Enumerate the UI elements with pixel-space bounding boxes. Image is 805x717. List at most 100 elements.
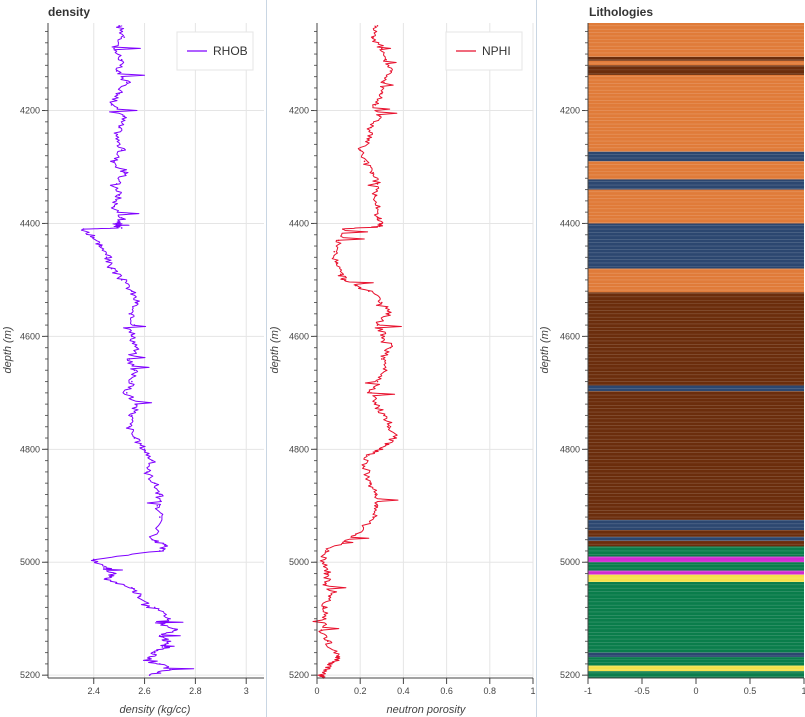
y-tick-label: 4800 bbox=[289, 444, 309, 454]
y-tick-label: 4400 bbox=[560, 218, 580, 228]
data-point-rhob bbox=[133, 437, 136, 439]
data-point-nphi bbox=[387, 312, 390, 315]
data-point-rhob bbox=[113, 47, 115, 50]
data-point-nphi bbox=[376, 504, 379, 507]
data-point-rhob bbox=[138, 595, 141, 597]
legend-label: RHOB bbox=[213, 44, 248, 58]
data-point-rhob bbox=[105, 578, 108, 580]
data-point-rhob bbox=[118, 126, 120, 129]
lithology-band-green bbox=[588, 657, 804, 666]
lithology-band-green bbox=[588, 582, 804, 653]
data-point-nphi bbox=[355, 284, 357, 287]
data-point-nphi bbox=[337, 239, 340, 242]
data-point-rhob bbox=[113, 160, 115, 163]
data-point-rhob bbox=[148, 674, 151, 676]
neutron-panel: neutron porosity depth (m) 4200 4400 4600 4… bbox=[269, 23, 536, 716]
data-point-nphi bbox=[383, 414, 385, 417]
neutron-xlabel: neutron porosity bbox=[387, 704, 467, 716]
data-point-rhob bbox=[118, 225, 120, 228]
x-tick-label: -0.5 bbox=[634, 686, 650, 696]
data-point-nphi bbox=[342, 541, 344, 544]
data-point-rhob bbox=[131, 290, 133, 293]
data-point-rhob bbox=[136, 403, 138, 405]
data-point-rhob bbox=[115, 223, 118, 226]
lithology-band-blue bbox=[588, 151, 804, 162]
data-point-nphi bbox=[376, 217, 379, 219]
density-ylabel: depth (m) bbox=[2, 326, 14, 373]
lithology-band-orange bbox=[588, 268, 804, 293]
data-point-rhob bbox=[159, 550, 161, 552]
data-point-nphi bbox=[385, 442, 387, 445]
data-point-nphi bbox=[378, 205, 381, 208]
data-point-nphi bbox=[322, 561, 325, 564]
data-point-rhob bbox=[118, 222, 120, 225]
data-point-nphi bbox=[381, 358, 383, 360]
lithology-band-blue bbox=[588, 223, 804, 269]
lithology-band-dark-brown bbox=[588, 391, 804, 520]
data-point-nphi bbox=[339, 273, 342, 276]
y-tick-label: 4200 bbox=[20, 106, 40, 116]
lithology-band-orange bbox=[588, 189, 804, 224]
x-tick-label: 0.4 bbox=[397, 686, 410, 696]
data-point-nphi bbox=[368, 137, 370, 140]
data-point-nphi bbox=[372, 516, 374, 518]
lithology-band-orange bbox=[588, 23, 804, 57]
data-point-nphi bbox=[381, 222, 383, 225]
lithology-band-dark-brown bbox=[588, 56, 804, 61]
x-tick-label: 0.5 bbox=[744, 686, 757, 696]
data-point-rhob bbox=[156, 504, 159, 507]
data-point-rhob bbox=[131, 586, 133, 589]
data-point-rhob bbox=[136, 346, 138, 349]
data-point-nphi bbox=[374, 403, 377, 405]
lithology-band-orange bbox=[588, 161, 804, 180]
data-point-nphi bbox=[329, 663, 331, 665]
data-point-rhob bbox=[92, 558, 95, 561]
legend-label: NPHI bbox=[482, 44, 511, 58]
data-point-rhob bbox=[120, 227, 123, 229]
data-point-nphi bbox=[333, 651, 336, 654]
data-point-rhob bbox=[113, 205, 115, 208]
data-point-rhob bbox=[118, 194, 120, 197]
data-point-nphi bbox=[322, 606, 325, 609]
lithology-band-green bbox=[588, 562, 804, 571]
data-point-rhob bbox=[113, 572, 115, 575]
data-point-nphi bbox=[383, 335, 385, 338]
lithology-band-blue bbox=[588, 519, 804, 531]
data-point-rhob bbox=[169, 668, 171, 671]
data-point-nphi bbox=[378, 225, 381, 228]
data-point-rhob bbox=[128, 358, 131, 360]
lithology-ylabel: depth (m) bbox=[539, 326, 551, 373]
density-xlabel: density (kg/cc) bbox=[120, 704, 191, 716]
data-point-nphi bbox=[385, 58, 387, 61]
panel-divider bbox=[266, 0, 267, 717]
data-point-nphi bbox=[372, 171, 374, 174]
data-point-rhob bbox=[125, 81, 128, 84]
data-point-nphi bbox=[389, 425, 392, 428]
data-point-rhob bbox=[164, 544, 166, 547]
x-tick-label: 0.8 bbox=[484, 686, 497, 696]
data-point-rhob bbox=[151, 538, 153, 541]
y-tick-label: 4800 bbox=[560, 444, 580, 454]
data-point-nphi bbox=[355, 533, 357, 535]
data-point-rhob bbox=[151, 459, 153, 462]
lithology-band-blue bbox=[588, 536, 804, 541]
data-point-nphi bbox=[329, 595, 331, 597]
x-tick-label: 0 bbox=[693, 686, 698, 696]
data-point-rhob bbox=[123, 171, 126, 174]
lithology-band-blue bbox=[588, 652, 804, 658]
lithology-band-yellow bbox=[588, 665, 804, 672]
y-tick-label: 5200 bbox=[560, 670, 580, 680]
y-tick-label: 4200 bbox=[289, 106, 309, 116]
data-point-nphi bbox=[393, 437, 396, 439]
data-point-nphi bbox=[374, 493, 377, 496]
data-point-rhob bbox=[100, 245, 103, 247]
data-point-nphi bbox=[363, 465, 366, 468]
x-tick-label: 2.6 bbox=[138, 686, 151, 696]
series-line-nphi bbox=[312, 25, 402, 679]
x-tick-label: 0 bbox=[314, 686, 319, 696]
data-point-rhob bbox=[159, 663, 161, 665]
data-point-rhob bbox=[120, 58, 123, 61]
lithology-band-orange bbox=[588, 74, 804, 152]
x-tick-label: 0.6 bbox=[440, 686, 453, 696]
lithology-band-blue bbox=[588, 179, 804, 190]
